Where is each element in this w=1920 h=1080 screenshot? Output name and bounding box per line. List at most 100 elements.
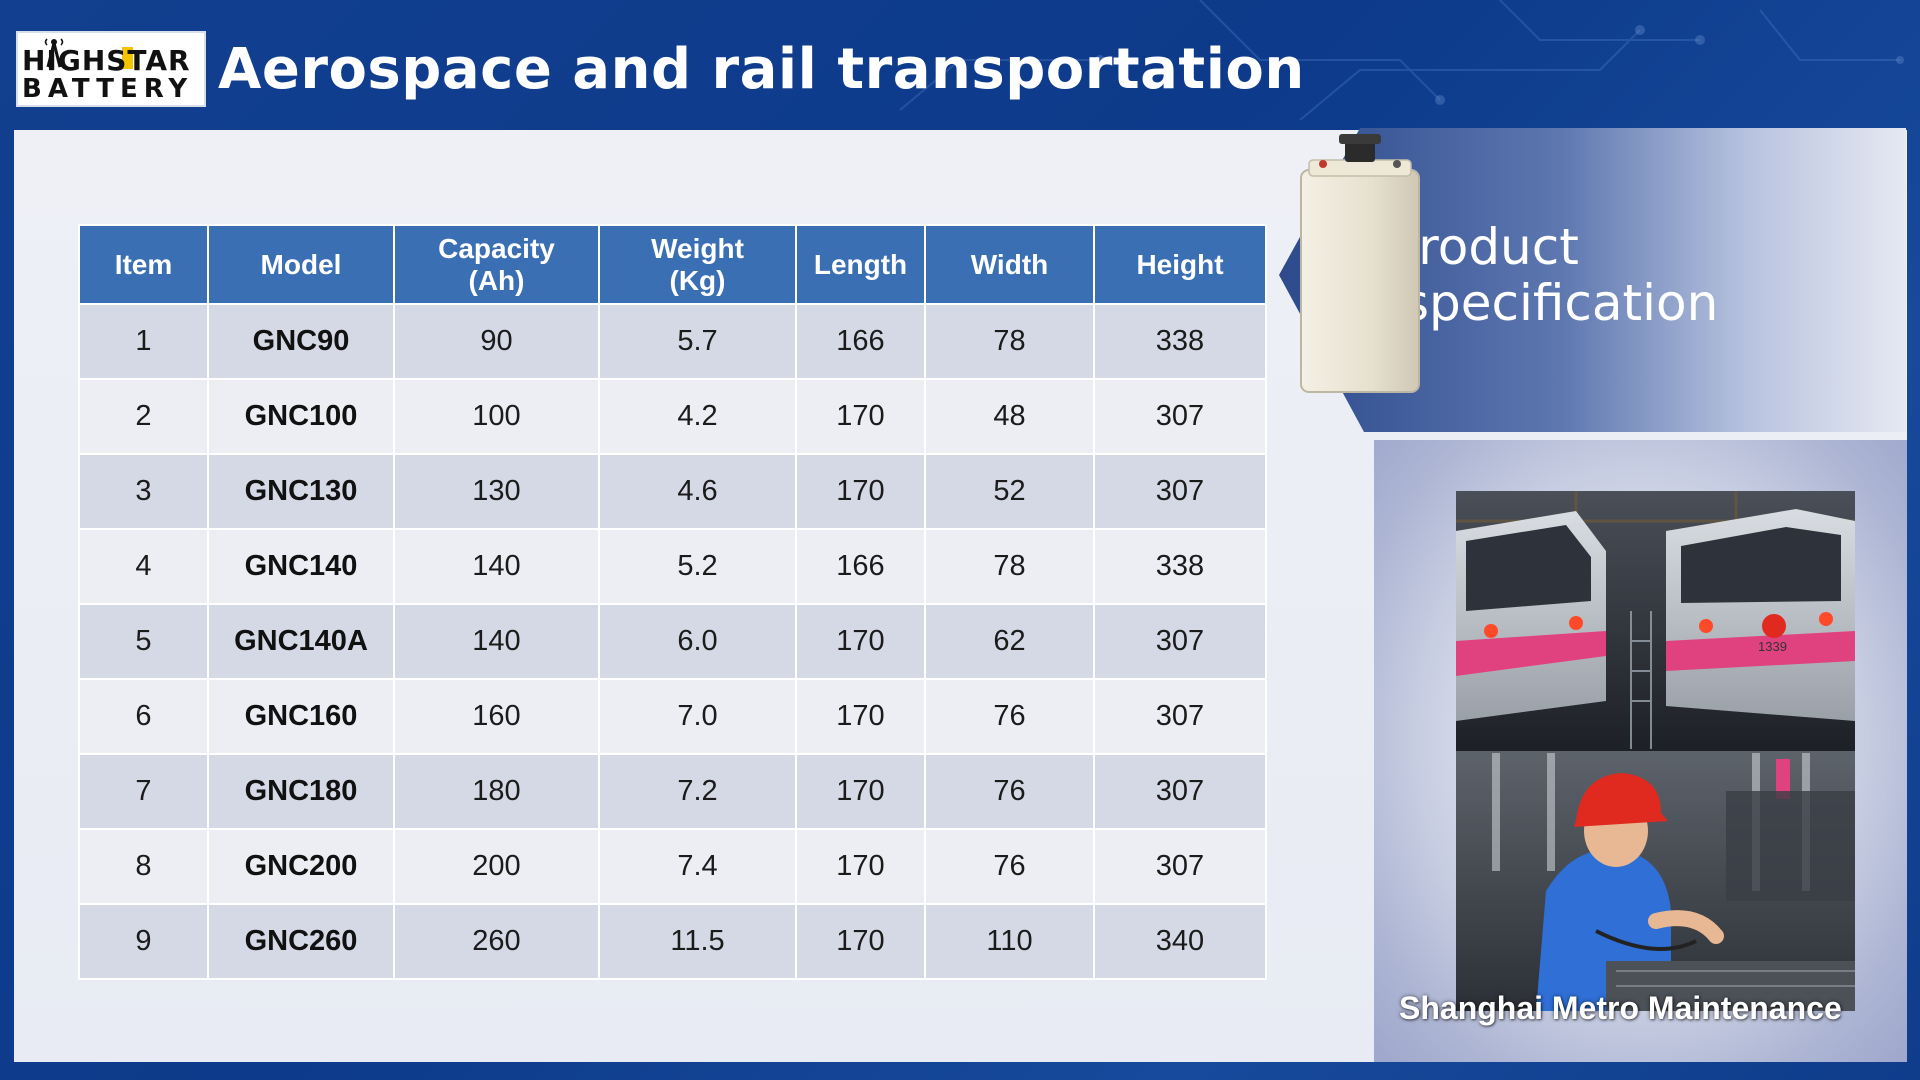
cell-capacity: 130 — [393, 453, 600, 530]
cell-capacity: 140 — [393, 603, 600, 680]
battery-cell-icon — [1300, 134, 1420, 393]
col-header-line1: Height — [1136, 248, 1224, 280]
cell-item: 6 — [78, 678, 209, 755]
table-row: 8 GNC200 200 7.4 170 76 307 — [78, 828, 1267, 905]
table-row: 9 GNC260 260 11.5 170 110 340 — [78, 903, 1267, 980]
cell-item: 8 — [78, 828, 209, 905]
cell-capacity: 260 — [393, 903, 600, 980]
cell-weight: 5.7 — [598, 303, 797, 380]
cell-length: 170 — [795, 753, 926, 830]
antenna-tower-icon — [44, 38, 64, 68]
col-header-line1: Width — [970, 248, 1049, 280]
cell-width: 62 — [924, 603, 1095, 680]
logo-line1: HIGHSTAR — [22, 44, 191, 77]
cell-model: GNC160 — [207, 678, 395, 755]
col-header-line1: Item — [114, 248, 173, 280]
cell-length: 170 — [795, 903, 926, 980]
cell-weight: 5.2 — [598, 528, 797, 605]
cell-width: 78 — [924, 528, 1095, 605]
cell-height: 340 — [1093, 903, 1267, 980]
table-row: 2 GNC100 100 4.2 170 48 307 — [78, 378, 1267, 455]
cell-model: GNC100 — [207, 378, 395, 455]
cell-height: 307 — [1093, 678, 1267, 755]
cell-length: 170 — [795, 378, 926, 455]
cell-height: 307 — [1093, 828, 1267, 905]
cell-model: GNC90 — [207, 303, 395, 380]
cell-length: 170 — [795, 453, 926, 530]
cell-capacity: 200 — [393, 828, 600, 905]
cell-weight: 7.4 — [598, 828, 797, 905]
cell-width: 110 — [924, 903, 1095, 980]
product-spec-callout: Product specification — [1279, 128, 1906, 432]
col-header-line1: Weight — [651, 232, 744, 264]
cell-item: 3 — [78, 453, 209, 530]
cell-item: 7 — [78, 753, 209, 830]
slide-header: HIGHSTAR BATTERY Aerospace and rail tran… — [0, 0, 1920, 128]
cell-capacity: 160 — [393, 678, 600, 755]
col-header-height: Height — [1093, 224, 1267, 305]
photo-caption: Shanghai Metro Maintenance — [1399, 990, 1842, 1026]
cell-width: 52 — [924, 453, 1095, 530]
hard-hat-icon — [1574, 773, 1668, 827]
col-header-line2: (Kg) — [669, 264, 726, 296]
col-header-line1: Model — [260, 248, 342, 280]
col-header-item: Item — [78, 224, 209, 305]
cell-item: 2 — [78, 378, 209, 455]
cell-model: GNC180 — [207, 753, 395, 830]
cell-width: 78 — [924, 303, 1095, 380]
cell-capacity: 140 — [393, 528, 600, 605]
cell-length: 170 — [795, 828, 926, 905]
metro-train-right: 1339 — [1666, 509, 1855, 721]
metro-train-left — [1456, 511, 1606, 721]
table-row: 5 GNC140A 140 6.0 170 62 307 — [78, 603, 1267, 680]
cell-item: 9 — [78, 903, 209, 980]
col-header-width: Width — [924, 224, 1095, 305]
star-icon — [122, 47, 133, 69]
cell-height: 338 — [1093, 303, 1267, 380]
cell-width: 76 — [924, 678, 1095, 755]
cell-model: GNC260 — [207, 903, 395, 980]
cell-height: 307 — [1093, 453, 1267, 530]
col-header-line1: Capacity — [438, 232, 555, 264]
cell-item: 1 — [78, 303, 209, 380]
cell-weight: 6.0 — [598, 603, 797, 680]
cell-length: 166 — [795, 528, 926, 605]
cell-height: 307 — [1093, 603, 1267, 680]
callout-arrow-shape — [1279, 128, 1906, 432]
cell-width: 76 — [924, 753, 1095, 830]
table-row: 4 GNC140 140 5.2 166 78 338 — [78, 528, 1267, 605]
cell-length: 170 — [795, 678, 926, 755]
cell-weight: 4.6 — [598, 453, 797, 530]
cell-model: GNC200 — [207, 828, 395, 905]
cell-weight: 11.5 — [598, 903, 797, 980]
cell-height: 338 — [1093, 528, 1267, 605]
cell-model: GNC140 — [207, 528, 395, 605]
table-row: 6 GNC160 160 7.0 170 76 307 — [78, 678, 1267, 755]
col-header-weight: Weight (Kg) — [598, 224, 797, 305]
cell-height: 307 — [1093, 753, 1267, 830]
metro-maintenance-photo: 1339 — [1456, 491, 1855, 1011]
cell-width: 48 — [924, 378, 1095, 455]
cell-item: 4 — [78, 528, 209, 605]
table-row: 1 GNC90 90 5.7 166 78 338 — [78, 303, 1267, 380]
cell-capacity: 100 — [393, 378, 600, 455]
cell-height: 307 — [1093, 378, 1267, 455]
table-header-row: Item Model Capacity (Ah) Weight (Kg) Lengt… — [78, 224, 1267, 305]
spec-title-line1: Product — [1389, 218, 1579, 276]
col-header-line2: (Ah) — [468, 264, 525, 296]
cell-weight: 7.2 — [598, 753, 797, 830]
table-row: 3 GNC130 130 4.6 170 52 307 — [78, 453, 1267, 530]
col-header-model: Model — [207, 224, 395, 305]
logo-text: HIGHSTAR BATTERY — [22, 44, 200, 104]
table-row: 7 GNC180 180 7.2 170 76 307 — [78, 753, 1267, 830]
cell-width: 76 — [924, 828, 1095, 905]
cell-weight: 7.0 — [598, 678, 797, 755]
cell-capacity: 180 — [393, 753, 600, 830]
cell-capacity: 90 — [393, 303, 600, 380]
cell-length: 170 — [795, 603, 926, 680]
spec-table: Item Model Capacity (Ah) Weight (Kg) Lengt… — [78, 224, 1267, 980]
logo-line2: BATTERY — [22, 74, 194, 104]
cell-length: 166 — [795, 303, 926, 380]
cell-weight: 4.2 — [598, 378, 797, 455]
cell-model: GNC130 — [207, 453, 395, 530]
